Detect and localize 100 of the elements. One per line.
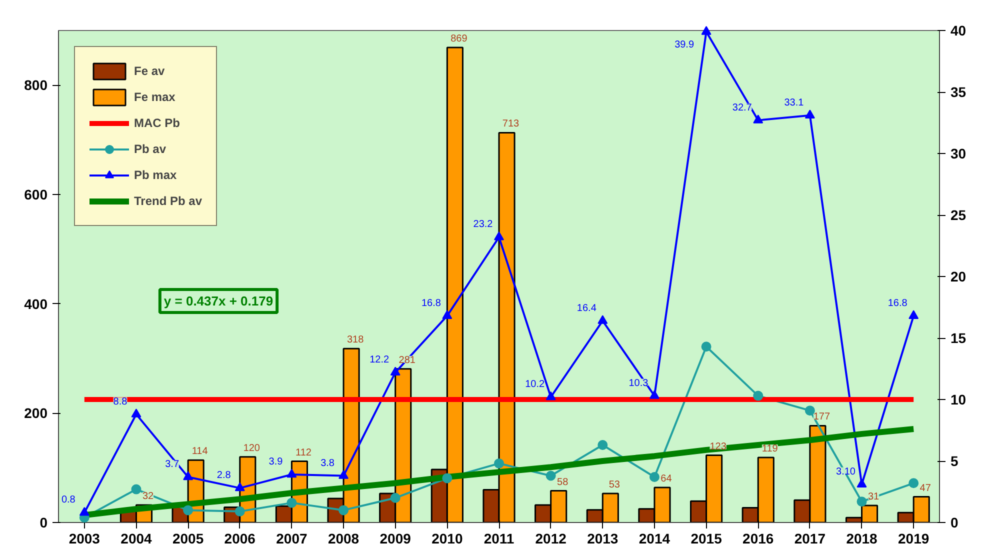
x-tick-label: 2007 [276,530,308,546]
point [286,498,297,508]
data-label: 58 [557,476,569,488]
point [494,458,504,468]
data-label: 10.3 [628,378,649,389]
point [442,310,452,319]
point [546,391,556,400]
data-label: 713 [502,118,520,130]
point [390,492,400,503]
x-tick-label: 2009 [380,530,412,546]
point [494,231,504,240]
y-tick-label: 600 [24,186,48,202]
data-label: 281 [398,354,416,366]
x-tick-label: 2018 [846,530,878,546]
data-label: 318 [346,334,364,346]
y2-tick-label: 15 [950,330,966,346]
data-label: 23.2 [473,219,494,230]
x-tick-label: 2005 [172,530,204,546]
y-tick-label: 200 [24,405,48,422]
y2-tick-label: 20 [950,268,966,284]
y2-tick-label: 10 [950,392,966,408]
legend-label: Fe max [134,90,176,104]
data-label: 39.9 [674,40,694,51]
point [234,506,245,516]
data-label: 53 [608,480,620,491]
point [338,470,349,479]
y2-tick-label: 5 [950,453,958,469]
point [286,468,297,478]
point [131,484,142,494]
data-label: 177 [813,412,830,423]
data-label: 32.7 [732,102,752,114]
x-tick-label: 2012 [535,530,567,546]
data-label: 120 [243,442,260,454]
x-tick-label: 2014 [638,530,670,546]
data-label: 3.10 [836,466,856,478]
point [908,478,919,488]
data-label: 123 [710,441,727,452]
point [183,505,194,516]
annotation: y = 0.437x + 0.179 [164,294,274,308]
y2-tick-label: 30 [950,146,966,162]
x-tick-label: 2006 [224,530,256,546]
point [598,315,608,324]
y2-tick-label: 35 [950,84,966,100]
data-label: 2.8 [216,470,232,482]
point [442,473,452,484]
legend-label: Pb max [134,168,177,182]
point [234,482,245,492]
legend-label: Trend Pb av [134,194,202,208]
data-label: 64 [660,474,672,485]
data-label: 3.9 [268,456,284,468]
point [649,390,660,399]
x-tick-label: 2010 [432,530,463,546]
point [338,505,349,516]
data-label: 3.7 [165,458,180,470]
data-label: 32 [142,491,154,502]
x-tick-label: 2003 [68,530,100,546]
data-label: 12.2 [370,354,390,366]
data-label: 3.8 [320,458,335,469]
data-label: 114 [192,446,208,458]
point [546,470,556,481]
x-tick-label: 2013 [587,530,618,546]
point [79,506,90,516]
data-label: 33.1 [784,97,804,108]
y-tick-label: 0 [40,514,48,530]
point [701,342,712,352]
data-label: 8.8 [113,396,128,408]
y-tick-label: 800 [24,77,48,94]
point [753,390,764,401]
x-tick-label: 2004 [120,530,152,546]
point [390,366,400,376]
point [908,310,919,319]
data-label: 112 [296,447,312,458]
x-tick-label: 2008 [328,530,360,546]
x-tick-label: 2017 [794,530,826,546]
point [753,114,764,124]
data-label: 16.8 [888,298,908,309]
legend-label: MAC Pb [134,116,180,130]
point [183,471,194,480]
data-label: 119 [762,443,778,454]
point [804,406,815,416]
data-label: 0.8 [61,494,76,506]
x-tick-label: 2015 [690,530,722,546]
point [856,496,867,507]
point [598,440,608,450]
legend-label: Pb av [134,142,166,156]
point [131,408,142,418]
x-tick-label: 2016 [742,530,774,546]
x-tick-label: 2019 [898,530,930,546]
data-label: 16.8 [421,298,442,309]
point [701,26,712,35]
data-label: 47 [920,482,932,494]
x-tick-label: 2011 [484,530,514,546]
point [804,110,815,118]
point [649,472,660,482]
data-label: 16.4 [576,302,597,314]
data-label: 31 [868,492,880,503]
legend-label: Fe av [134,64,165,78]
y2-tick-label: 25 [950,207,966,223]
data-label: 869 [450,33,468,44]
y2-tick-label: 40 [950,22,966,38]
